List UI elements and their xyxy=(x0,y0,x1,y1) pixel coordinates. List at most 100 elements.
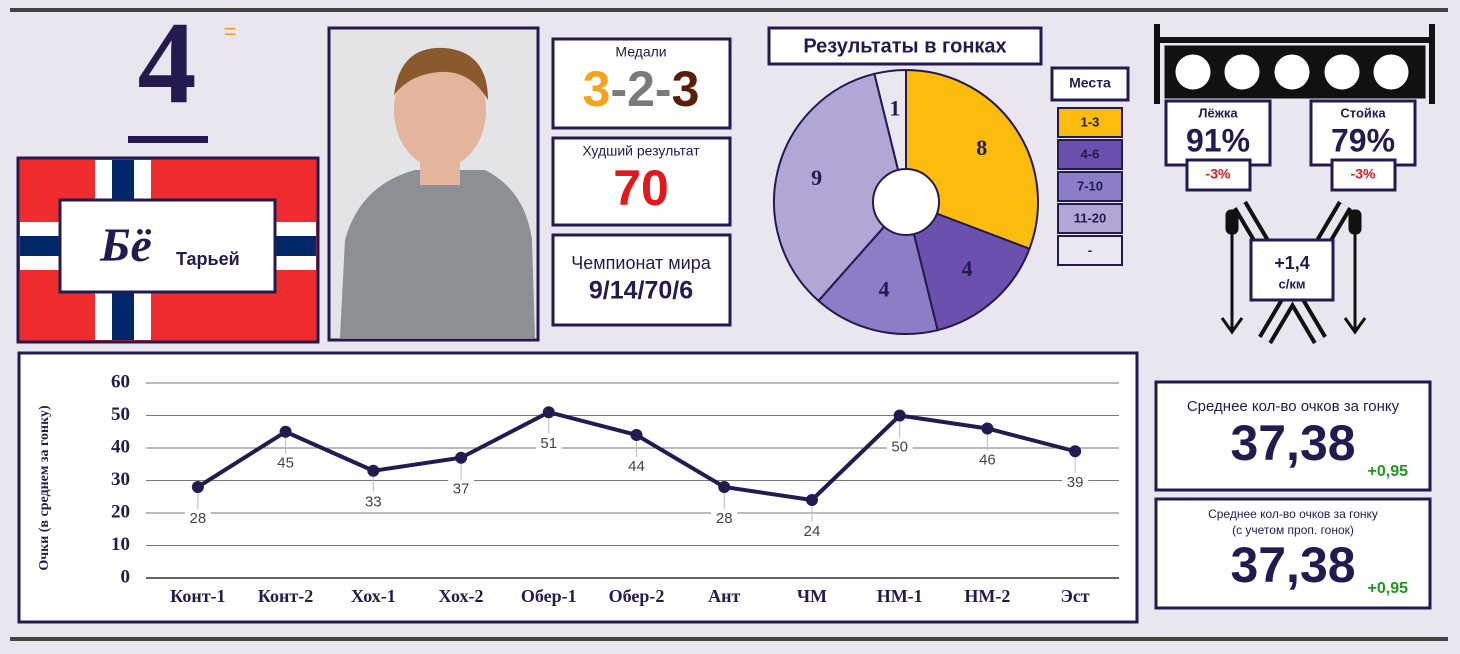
worst-box xyxy=(551,136,732,227)
y-tick-label: 0 xyxy=(121,566,131,587)
standing-label: Стойка xyxy=(1340,105,1386,120)
ski-speed-box xyxy=(1249,238,1335,302)
average-missed-sublabel: (с учетом проп. гонок) xyxy=(1232,523,1354,537)
pie-hole xyxy=(872,168,940,236)
legend-label: 11-20 xyxy=(1074,210,1107,225)
y-tick-label: 40 xyxy=(111,436,130,457)
value-label: 28 xyxy=(716,510,733,527)
label-bg xyxy=(1062,473,1089,492)
legend-swatch xyxy=(1057,171,1123,202)
value-label: 24 xyxy=(804,523,821,540)
legend-title: Места xyxy=(1069,75,1111,91)
name-box xyxy=(58,198,277,294)
surname: Бё xyxy=(99,219,152,272)
label-bg xyxy=(360,492,387,511)
point xyxy=(1069,445,1082,458)
standing-change-box xyxy=(1330,158,1397,192)
x-tick-label: Ант xyxy=(708,586,740,606)
medals-value: 3-2-3 xyxy=(583,61,700,117)
point xyxy=(893,409,906,422)
legend-swatch xyxy=(1057,139,1123,170)
value-label: 44 xyxy=(628,458,645,475)
silver: 2 xyxy=(627,61,655,117)
championship-label: Чемпионат мира xyxy=(571,253,711,273)
athlete-photo xyxy=(327,26,540,342)
standing-value: 79% xyxy=(1331,122,1395,158)
pie-slice xyxy=(773,72,908,303)
pie-title-box xyxy=(767,26,1043,66)
average-missed-label: Среднее кол-во очков за гонку xyxy=(1208,507,1378,521)
average-label: Среднее кол-во очков за гонку xyxy=(1187,398,1400,415)
prone-label: Лёжка xyxy=(1198,105,1238,120)
slice-label: 9 xyxy=(811,165,822,190)
legend-label: 1-3 xyxy=(1081,114,1100,129)
point xyxy=(630,429,643,441)
x-tick-label: Конт-2 xyxy=(258,586,313,606)
average-missed-box xyxy=(1154,497,1432,610)
medals-box xyxy=(551,37,732,130)
pie-chart: 8 4 4 9 1 xyxy=(773,68,1039,335)
x-tick-label: Обер-2 xyxy=(609,586,665,606)
pie-title: Результаты в гонках xyxy=(803,35,1006,57)
medals-label: Медали xyxy=(615,44,666,60)
label-bg xyxy=(711,509,738,527)
line-chart-box xyxy=(17,351,1139,624)
separator: - xyxy=(610,61,627,117)
gold: 3 xyxy=(583,61,611,117)
point xyxy=(981,422,994,435)
y-tick-label: 10 xyxy=(111,534,130,555)
prone-value: 91% xyxy=(1186,122,1250,158)
legend-swatch xyxy=(1057,203,1123,234)
legend-title-box xyxy=(1050,66,1130,102)
y-tick-label: 60 xyxy=(111,371,130,392)
value-label: 51 xyxy=(540,435,557,452)
legend-label: 4-6 xyxy=(1081,146,1100,161)
legend-label: 7-10 xyxy=(1077,178,1103,193)
point xyxy=(455,451,468,464)
point xyxy=(805,494,818,506)
x-tick-label: Обер-1 xyxy=(521,586,577,606)
line-chart: 0 10 20 30 40 50 60 Конт-1 Конт-2 Хох-1 Хох-2 Обер-… xyxy=(111,371,1119,606)
average-missed-change: +0,95 xyxy=(1368,580,1409,597)
label-bg xyxy=(623,457,650,475)
x-tick-label: Хох-2 xyxy=(439,586,484,606)
standing-box xyxy=(1309,99,1417,167)
prone-change-box xyxy=(1185,158,1252,192)
value-label: 39 xyxy=(1067,474,1084,491)
rank-underline xyxy=(128,136,208,143)
slice-label: 4 xyxy=(878,276,889,301)
x-tick-label: НМ-1 xyxy=(877,586,923,606)
average-value: 37,38 xyxy=(1230,415,1355,471)
y-tick-label: 20 xyxy=(111,501,130,522)
y-tick-label: 30 xyxy=(111,469,130,490)
x-tick-label: НМ-2 xyxy=(964,586,1010,606)
prone-box xyxy=(1164,99,1272,167)
standing-change: -3% xyxy=(1351,166,1376,182)
x-tick-label: Хох-1 xyxy=(351,586,396,606)
rank: 4 xyxy=(138,0,197,128)
value-label: 45 xyxy=(277,455,294,472)
point xyxy=(542,406,555,419)
value-label: 46 xyxy=(979,451,996,468)
point xyxy=(367,464,380,477)
y-axis-title: Очки (в среднем за гонку) xyxy=(37,405,52,571)
worst-label: Худший результат xyxy=(582,143,700,159)
point xyxy=(718,481,731,493)
separator: - xyxy=(655,61,672,117)
value-label: 50 xyxy=(891,438,908,455)
slice-label: 8 xyxy=(976,135,987,160)
legend-swatch xyxy=(1057,107,1123,138)
label-bg xyxy=(886,437,913,456)
ski-speed-unit: с/км xyxy=(1279,276,1306,291)
x-tick-label: ЧМ xyxy=(797,586,827,606)
championship-value: 9/14/70/6 xyxy=(589,277,693,305)
prone-change: -3% xyxy=(1206,166,1231,182)
point xyxy=(191,481,204,493)
label-bg xyxy=(448,479,475,498)
slice-label: 1 xyxy=(889,96,900,121)
label-bg xyxy=(535,434,562,453)
worst-value: 70 xyxy=(613,160,669,216)
legend: 1-3 4-6 7-10 11-20 - xyxy=(1057,107,1123,266)
average-change: +0,95 xyxy=(1368,463,1409,480)
